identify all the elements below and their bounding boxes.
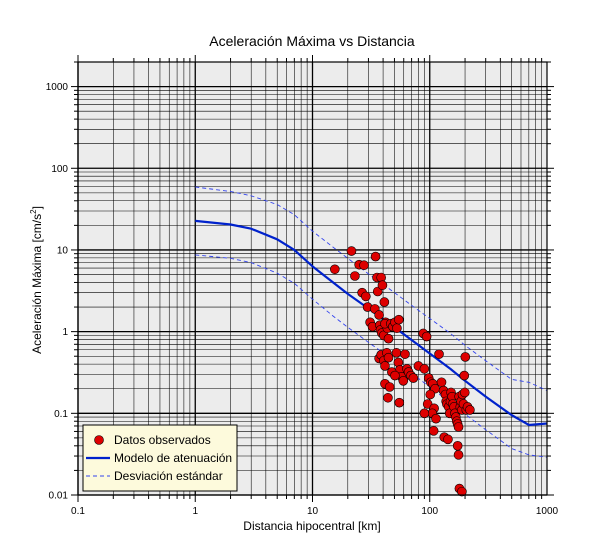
chart-title: Aceleración Máxima vs Distancia: [209, 33, 415, 49]
observed-point: [453, 450, 464, 460]
observed-point: [453, 422, 464, 432]
observed-point: [370, 251, 381, 262]
observed-point: [390, 370, 400, 381]
observed-point: [359, 260, 369, 271]
legend-observed-marker: [94, 435, 104, 445]
observed-point: [380, 361, 390, 371]
x-tick-label: 1: [192, 506, 198, 517]
observed-point: [384, 382, 395, 392]
observed-point: [346, 246, 357, 256]
observed-point: [350, 271, 360, 281]
observed-point: [398, 376, 409, 386]
x-tick-label: 1000: [536, 506, 559, 517]
stddev-upper-line: [195, 186, 548, 391]
observed-point: [394, 397, 405, 408]
observed-point: [374, 310, 384, 320]
y-tick-label: 1: [62, 327, 68, 338]
observed-point: [419, 408, 430, 419]
observed-point: [465, 405, 475, 415]
observed-point: [383, 392, 393, 403]
legend-observed-label: Datos observados: [114, 433, 211, 447]
legend-stddev-label: Desviación estándar: [114, 469, 223, 483]
observed-point: [392, 323, 402, 334]
x-tick-label: 0.1: [71, 506, 85, 517]
observed-point: [377, 280, 388, 291]
observed-point: [459, 370, 470, 381]
y-tick-labels: 0.01 0.1 1 10 100 1000: [46, 82, 69, 501]
observed-point: [443, 434, 453, 445]
observed-point: [400, 349, 410, 359]
x-tick-label: 100: [421, 506, 438, 517]
y-tick-label: 10: [57, 245, 69, 256]
stddev-lines: [195, 186, 548, 458]
legend-model-label: Modelo de atenuación: [114, 451, 232, 465]
observed-point: [452, 441, 463, 451]
observed-points: [330, 246, 475, 497]
observed-point: [391, 348, 402, 358]
plot-area: [71, 55, 554, 502]
observed-point: [436, 377, 447, 388]
axis-ticks: [71, 55, 554, 502]
observed-point: [419, 364, 430, 374]
y-axis-title-sup: 2: [29, 209, 38, 214]
observed-point: [457, 486, 467, 497]
y-tick-label: 0.1: [54, 409, 68, 420]
observed-point: [428, 426, 439, 436]
observed-point: [379, 297, 390, 307]
observed-point: [460, 352, 471, 362]
y-tick-label: 100: [51, 164, 68, 175]
observed-point: [459, 387, 470, 398]
observed-point: [421, 331, 432, 342]
observed-point: [394, 314, 404, 325]
observed-point: [361, 291, 371, 302]
y-tick-label: 1000: [46, 82, 69, 93]
observed-point: [330, 264, 340, 275]
observed-point: [431, 413, 441, 424]
y-axis-title: Aceleración Máxima [cm/s2]: [29, 206, 44, 354]
y-tick-label: 0.01: [49, 491, 69, 502]
y-axis-title-end: ]: [30, 206, 44, 209]
y-axis-title-main: Aceleración Máxima [cm/s: [30, 214, 44, 354]
legend: Datos observados Modelo de atenuación De…: [82, 424, 238, 492]
observed-point: [425, 389, 436, 400]
observed-point: [408, 373, 419, 383]
observed-point: [383, 352, 394, 363]
x-tick-label: 10: [307, 506, 319, 517]
x-tick-labels: 0.1 1 10 100 1000: [71, 506, 559, 517]
observed-point: [434, 349, 444, 359]
x-axis-title: Distancia hipocentral [km]: [243, 519, 380, 533]
stddev-lower-line: [195, 254, 548, 458]
observed-point: [383, 333, 394, 344]
